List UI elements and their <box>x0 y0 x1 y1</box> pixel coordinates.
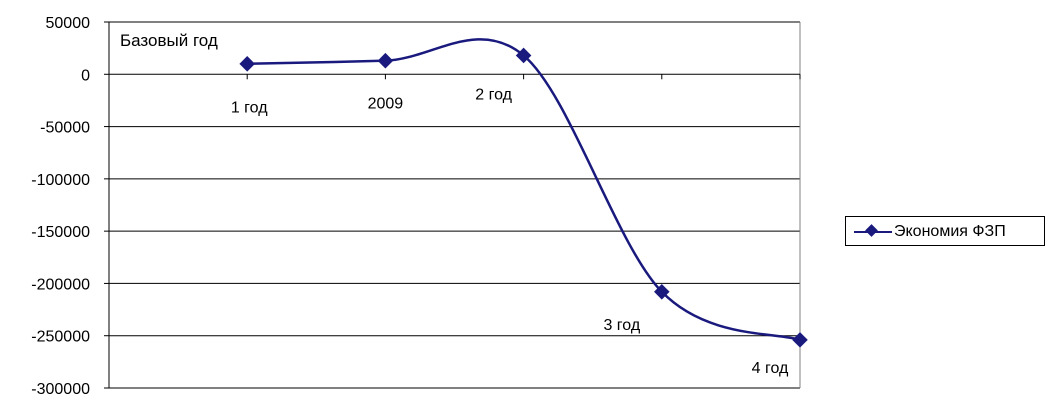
legend: Экономия ФЗП <box>845 216 1045 246</box>
category-label: 4 год <box>752 360 789 377</box>
y-tick-label: 50000 <box>46 15 91 32</box>
category-label: 2009 <box>368 95 404 112</box>
y-tick-label: 0 <box>81 67 90 84</box>
y-tick-label: -150000 <box>31 224 90 241</box>
y-tick-label: -250000 <box>31 329 90 346</box>
data-label: Базовый год <box>120 31 218 50</box>
legend-marker-icon <box>865 224 878 237</box>
category-label: 1 год <box>231 99 268 116</box>
data-point-marker <box>239 56 255 72</box>
category-label: 3 год <box>603 317 640 334</box>
category-label: 2 год <box>475 86 512 103</box>
y-tick-label: -100000 <box>31 172 90 189</box>
y-tick-label: -300000 <box>31 381 90 396</box>
data-point-marker <box>377 52 394 69</box>
data-point-marker <box>792 332 808 348</box>
y-tick-label: -200000 <box>31 276 90 293</box>
series-line <box>247 38 801 342</box>
legend-label: Экономия ФЗП <box>894 223 1006 240</box>
y-tick-label: -50000 <box>40 120 90 137</box>
